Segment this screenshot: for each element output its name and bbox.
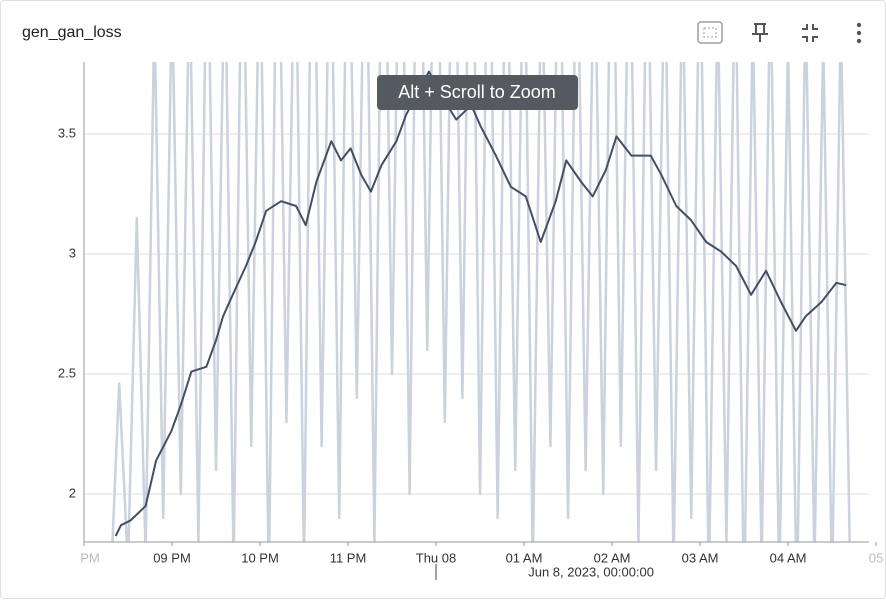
fit-button[interactable] [697,21,723,44]
y-tick-label: 2.5 [58,365,76,380]
more-button[interactable] [856,22,862,44]
tooltip: Alt + Scroll to Zoom [377,75,578,110]
raw-line [111,62,851,542]
x-tick-label: 09 PM [153,550,191,565]
x-tick-label: 01 AM [506,550,543,565]
y-tick-label: 3 [69,245,76,260]
x-tick-label: Thu 08 [416,550,456,565]
x-tick-label: 03 AM [682,550,719,565]
labels: 2 2.5 3 3.5 PM 09 PM 10 PM 11 PM Thu 08 01 AM 02 A… [58,125,883,580]
x-tick-label: 05 [869,550,883,565]
x-tick-label: 02 AM [594,550,631,565]
tooltip-box [377,75,578,110]
y-tick-label: 2 [69,485,76,500]
x-tick-label: 10 PM [241,550,279,565]
x-tick-label: PM [80,550,100,565]
x-tick-label: 11 PM [330,550,367,565]
y-tick-label: 3.5 [58,125,76,140]
chart-title: gen_gan_loss [22,24,122,41]
x-tick-label: 04 AM [770,550,807,565]
tooltip-text: Alt + Scroll to Zoom [398,82,556,102]
fit-icon [703,27,717,38]
collapse-button[interactable] [802,24,818,42]
pin-button[interactable] [752,23,768,42]
x-annotation: Jun 8, 2023, 00:00:00 [528,564,654,579]
toolbar [697,21,862,44]
